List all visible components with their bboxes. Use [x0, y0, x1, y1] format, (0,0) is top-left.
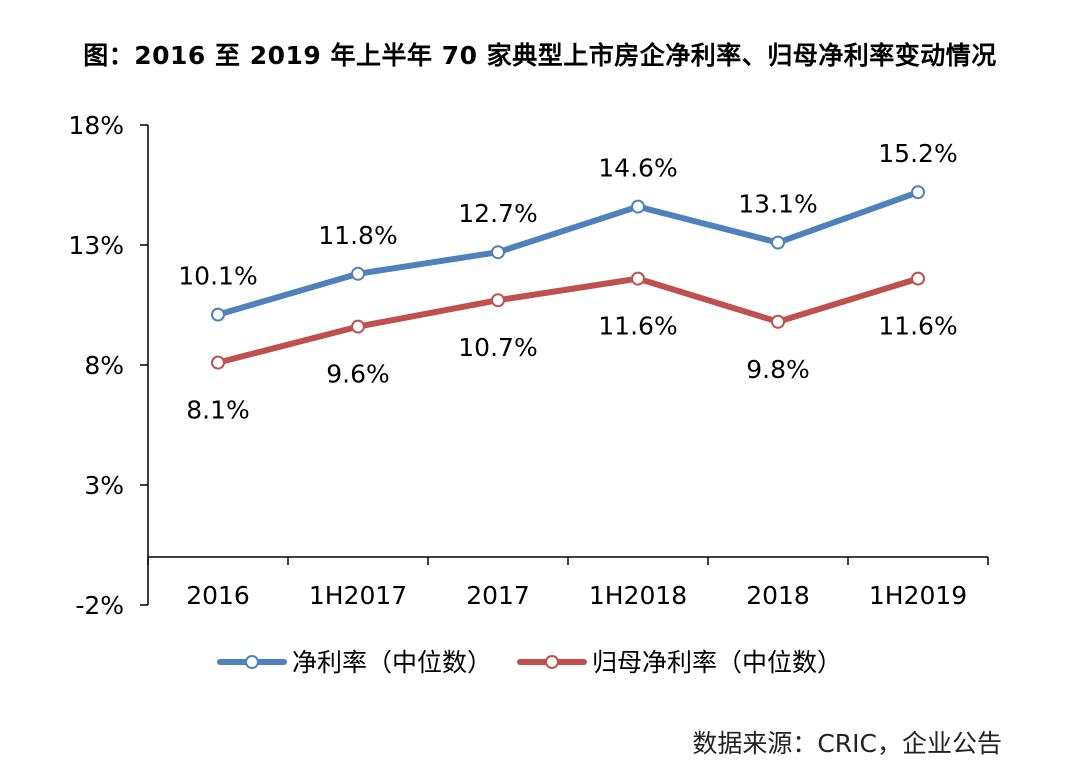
x-tick-label: 2016 — [186, 581, 250, 610]
data-point — [631, 199, 645, 214]
x-tick-label: 1H2018 — [589, 581, 687, 610]
x-tick-label: 2018 — [746, 581, 810, 610]
data-label: 15.2% — [878, 139, 957, 168]
data-label: 10.7% — [458, 333, 537, 362]
x-tick-label: 1H2017 — [309, 581, 407, 610]
y-axis: 18% 13% 8% 3% -2% — [68, 111, 149, 620]
data-point — [351, 319, 365, 334]
data-label: 9.8% — [746, 355, 810, 384]
data-point — [211, 307, 225, 322]
legend-marker — [545, 655, 559, 669]
legend-item-2: 归母净利率（中位数） — [517, 648, 842, 677]
legend: 净利率（中位数） 归母净利率（中位数） — [217, 648, 842, 677]
legend-label: 净利率（中位数） — [292, 648, 492, 677]
x-tick-label: 2017 — [466, 581, 530, 610]
series-2: 8.1% 9.6% 10.7% 11.6% 9.8% 11.6% — [186, 271, 958, 425]
data-label: 12.7% — [458, 199, 537, 228]
y-tick-label: 3% — [84, 471, 124, 500]
x-tick-label: 1H2019 — [869, 581, 967, 610]
chart-title: 图：2016 至 2019 年上半年 70 家典型上市房企净利率、归母净利率变动… — [83, 41, 997, 70]
data-label: 10.1% — [178, 262, 257, 291]
data-point — [491, 293, 505, 308]
legend-marker — [245, 655, 259, 669]
legend-item-1: 净利率（中位数） — [217, 648, 492, 677]
data-label: 11.6% — [878, 312, 957, 341]
series-layer: 10.1% 11.8% 12.7% 14.6% 13.1% 15.2% 8.1% 9.6% 10… — [178, 139, 957, 424]
data-label: 14.6% — [598, 154, 677, 183]
x-axis: 2016 1H2017 2017 1H2018 2018 1H2019 — [147, 556, 989, 610]
data-point — [491, 245, 505, 260]
data-point — [911, 185, 925, 200]
series-line — [215, 275, 921, 366]
data-label: 11.6% — [598, 312, 677, 341]
source-note: 数据来源：CRIC，企业公告 — [692, 729, 1002, 758]
data-point — [771, 314, 785, 329]
data-label: 11.8% — [318, 221, 397, 250]
data-label: 9.6% — [326, 360, 390, 389]
data-point — [351, 266, 365, 281]
data-label: 13.1% — [738, 190, 817, 219]
data-point — [631, 271, 645, 286]
series-1: 10.1% 11.8% 12.7% 14.6% 13.1% 15.2% — [178, 139, 958, 322]
data-point — [211, 355, 225, 370]
y-tick-label: -2% — [75, 591, 124, 620]
data-point — [771, 235, 785, 250]
data-point — [911, 271, 925, 286]
y-tick-label: 13% — [68, 231, 124, 260]
legend-label: 归母净利率（中位数） — [592, 648, 842, 677]
data-label: 8.1% — [186, 396, 250, 425]
y-tick-label: 8% — [84, 351, 124, 380]
y-tick-label: 18% — [68, 111, 124, 140]
series-line — [215, 189, 921, 318]
